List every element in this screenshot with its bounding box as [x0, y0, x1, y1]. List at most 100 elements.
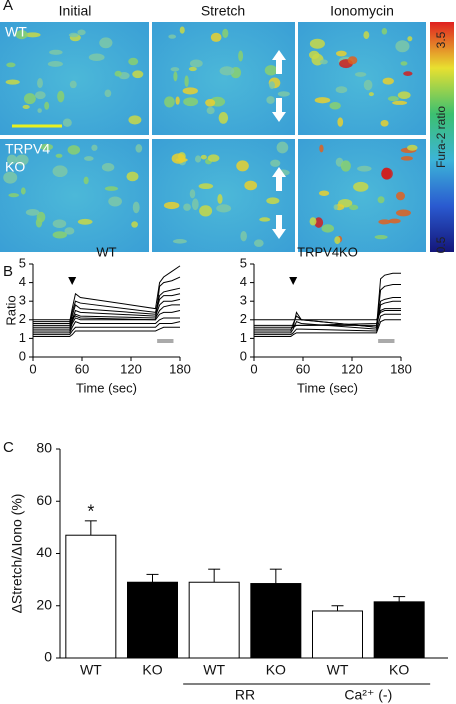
cell [314, 217, 324, 228]
cell [403, 71, 413, 76]
cell [333, 204, 338, 210]
x-axis-label: Time (sec) [76, 380, 137, 395]
y-tick-label: 4 [240, 274, 247, 289]
row-label: KO [5, 159, 25, 175]
cell [83, 176, 89, 185]
cell [5, 79, 20, 85]
y-axis-label: ΔStretch/ΔIono (%) [9, 494, 25, 614]
cell [64, 227, 75, 235]
cell [407, 36, 413, 42]
cell [354, 72, 367, 77]
x-tick-label: 0 [29, 361, 36, 376]
column-title: Ionomycin [330, 3, 394, 19]
cell [206, 106, 215, 115]
cell [25, 209, 40, 216]
cell [382, 77, 394, 85]
trace [254, 310, 401, 321]
cell [164, 96, 175, 108]
colorbar-tick-label: 3.5 [434, 31, 448, 48]
cell [57, 90, 65, 103]
cell [240, 230, 247, 242]
cell [395, 40, 410, 53]
cell [380, 119, 389, 127]
cell [83, 156, 94, 161]
cell [52, 165, 68, 178]
colorbar-tick-label: 0.5 [434, 236, 448, 253]
y-tick-label: 2 [19, 311, 26, 326]
cell [308, 50, 320, 60]
trace [254, 319, 401, 338]
cell [37, 108, 42, 113]
y-tick-label: 1 [240, 330, 247, 345]
x-tick-label: WT [327, 662, 349, 678]
cell [392, 100, 408, 105]
cell [266, 96, 275, 104]
x-tick-label: 0 [250, 361, 257, 376]
row-label: TRPV4 [5, 141, 50, 157]
panel-label: B [3, 263, 13, 280]
cell [309, 217, 317, 226]
y-tick-label: 0 [44, 649, 52, 665]
y-tick-label: 4 [19, 274, 26, 289]
cell [128, 57, 139, 66]
cell [175, 157, 188, 162]
cell [179, 26, 185, 34]
cell [49, 49, 63, 55]
chart-title: TRPV4KO [297, 244, 358, 259]
group-label: Ca²⁺ (-) [344, 687, 392, 703]
cell [210, 32, 222, 42]
cell [6, 154, 17, 165]
cell [259, 217, 271, 222]
cell [236, 160, 249, 172]
cell [319, 144, 324, 153]
cell [68, 32, 79, 38]
cell [182, 87, 198, 95]
cell [276, 141, 289, 154]
x-tick-label: 120 [120, 361, 142, 376]
stretch-arrow [272, 167, 286, 191]
cell [264, 65, 278, 76]
panel-label: C [3, 439, 14, 456]
cell [131, 221, 138, 228]
trace [254, 300, 401, 334]
cell [24, 32, 41, 38]
image-panel [0, 22, 426, 252]
cell [44, 101, 50, 110]
cell [108, 196, 122, 207]
cell [62, 118, 72, 127]
cell [104, 186, 119, 191]
trace [33, 321, 181, 336]
trace [33, 298, 181, 328]
column-title: Stretch [201, 3, 245, 19]
trace [254, 308, 401, 326]
trace [254, 313, 401, 336]
cell [198, 183, 214, 190]
cell [347, 56, 358, 65]
cell [381, 167, 392, 180]
y-tick-label: 5 [240, 255, 247, 270]
cell [321, 224, 335, 233]
ionomycin-bar [378, 339, 395, 343]
chart-title: WT [96, 244, 116, 259]
cell [132, 201, 140, 214]
y-tick-label: 5 [19, 255, 26, 270]
trace [33, 287, 181, 325]
cell [88, 53, 105, 62]
bar [250, 583, 302, 659]
y-tick-label: 20 [36, 596, 52, 612]
cell [172, 239, 187, 244]
cell [188, 66, 197, 72]
cell [40, 143, 53, 151]
cell [395, 191, 406, 201]
cell [314, 97, 331, 104]
cell [8, 193, 20, 198]
cell [69, 80, 77, 89]
cell [400, 156, 413, 161]
cell [99, 37, 113, 49]
cell [199, 205, 213, 217]
trace [33, 326, 180, 338]
cell [52, 219, 67, 228]
cell [132, 70, 144, 79]
trace [33, 265, 181, 323]
stretch-arrow [272, 98, 286, 122]
